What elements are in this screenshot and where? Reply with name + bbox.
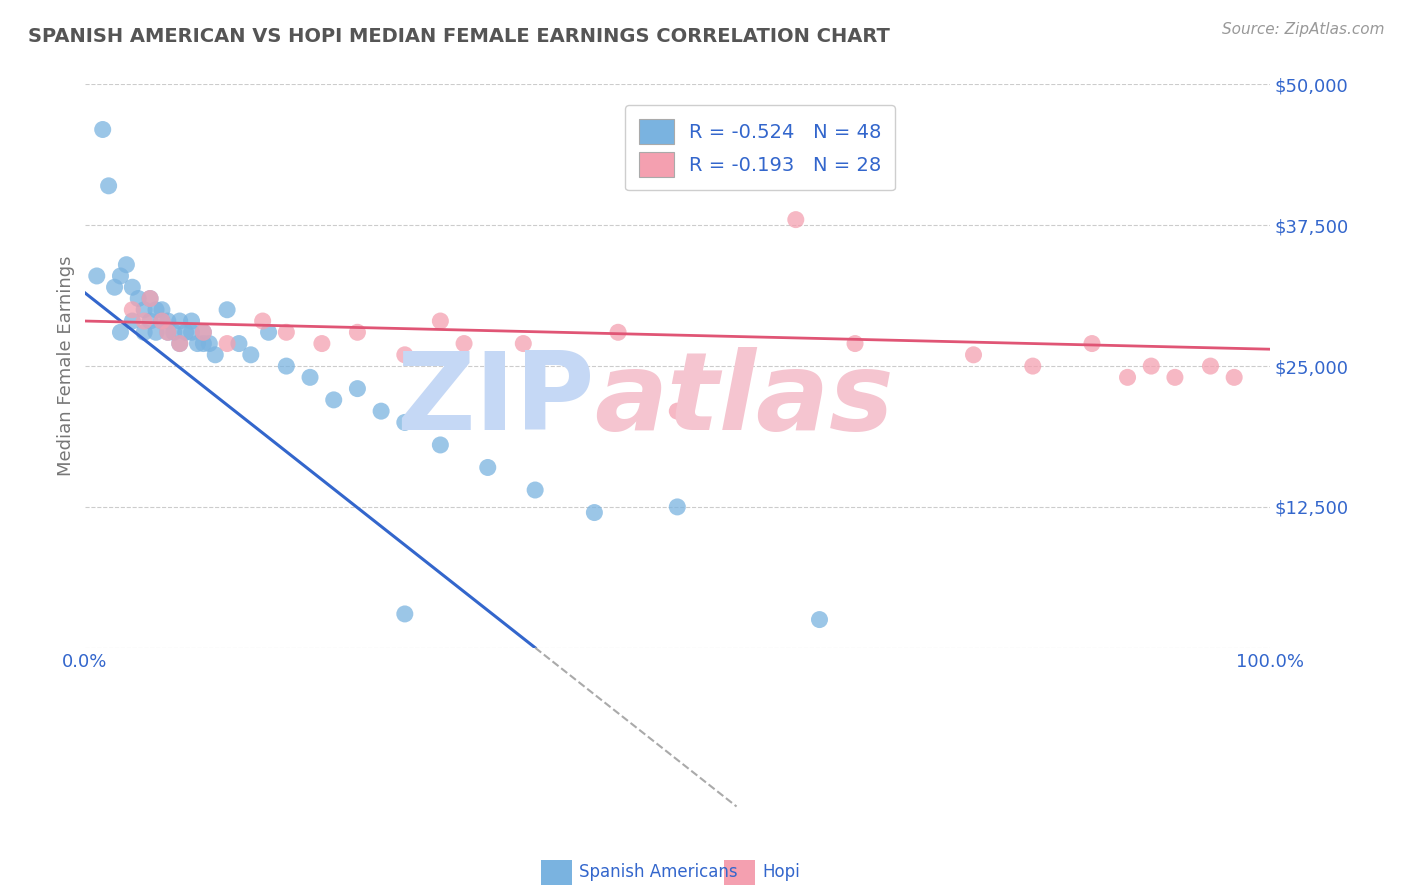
Point	[346, 326, 368, 340]
Point	[524, 483, 547, 497]
Point	[180, 326, 202, 340]
Point	[394, 348, 416, 362]
Point	[150, 314, 173, 328]
Point	[169, 314, 191, 328]
Point	[103, 280, 125, 294]
Point	[156, 314, 179, 328]
Point	[169, 336, 191, 351]
Point	[808, 613, 831, 627]
Point	[145, 302, 167, 317]
Point	[156, 326, 179, 340]
Point	[139, 292, 162, 306]
Point	[252, 314, 274, 328]
Point	[139, 314, 162, 328]
Text: ZIP: ZIP	[396, 347, 595, 453]
Point	[91, 122, 114, 136]
Text: Source: ZipAtlas.com: Source: ZipAtlas.com	[1222, 22, 1385, 37]
Point	[134, 314, 156, 328]
Y-axis label: Median Female Earnings: Median Female Earnings	[58, 256, 75, 476]
Point	[110, 326, 132, 340]
Point	[1199, 359, 1222, 373]
Point	[785, 212, 807, 227]
Point	[394, 416, 416, 430]
Point	[453, 336, 475, 351]
Point	[134, 326, 156, 340]
Point	[666, 404, 689, 418]
Point	[121, 302, 143, 317]
Point	[257, 326, 280, 340]
Point	[150, 314, 173, 328]
Point	[97, 178, 120, 193]
Point	[163, 326, 186, 340]
Point	[666, 500, 689, 514]
Point	[394, 607, 416, 621]
Point	[121, 314, 143, 328]
Point	[139, 292, 162, 306]
Point	[127, 292, 149, 306]
Point	[844, 336, 866, 351]
Point	[121, 280, 143, 294]
Point	[217, 336, 239, 351]
Point	[370, 404, 392, 418]
Point	[429, 438, 451, 452]
Point	[512, 336, 534, 351]
Point	[193, 326, 215, 340]
Legend: R = -0.524   N = 48, R = -0.193   N = 28: R = -0.524 N = 48, R = -0.193 N = 28	[626, 105, 896, 190]
Point	[169, 336, 191, 351]
Point	[1140, 359, 1163, 373]
Point	[193, 326, 215, 340]
Point	[217, 302, 239, 317]
Point	[1022, 359, 1045, 373]
Point	[186, 336, 208, 351]
Point	[311, 336, 333, 351]
Point	[228, 336, 250, 351]
Point	[156, 326, 179, 340]
Point	[583, 506, 606, 520]
Point	[86, 268, 108, 283]
Point	[299, 370, 322, 384]
Point	[180, 314, 202, 328]
Text: atlas: atlas	[595, 347, 894, 453]
Point	[607, 326, 630, 340]
Point	[193, 336, 215, 351]
Point	[174, 326, 197, 340]
Point	[276, 326, 298, 340]
Text: Spanish Americans: Spanish Americans	[579, 863, 738, 881]
Point	[276, 359, 298, 373]
Point	[962, 348, 984, 362]
Point	[1116, 370, 1139, 384]
Point	[1164, 370, 1187, 384]
Point	[1081, 336, 1104, 351]
Point	[429, 314, 451, 328]
Point	[150, 302, 173, 317]
Point	[198, 336, 221, 351]
Point	[145, 326, 167, 340]
Point	[134, 302, 156, 317]
Point	[115, 258, 138, 272]
Point	[204, 348, 226, 362]
Text: Hopi: Hopi	[762, 863, 800, 881]
Point	[239, 348, 262, 362]
Point	[322, 392, 344, 407]
Point	[477, 460, 499, 475]
Point	[110, 268, 132, 283]
Point	[346, 382, 368, 396]
Text: SPANISH AMERICAN VS HOPI MEDIAN FEMALE EARNINGS CORRELATION CHART: SPANISH AMERICAN VS HOPI MEDIAN FEMALE E…	[28, 27, 890, 45]
Point	[1223, 370, 1246, 384]
